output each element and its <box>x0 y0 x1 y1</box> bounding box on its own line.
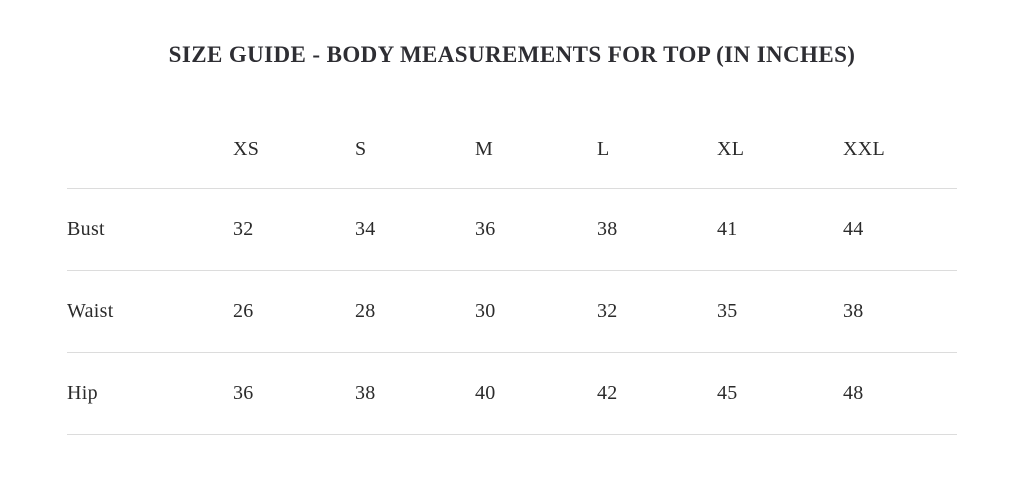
waist-xl-value: 35 <box>717 300 738 322</box>
bust-xl-value: 41 <box>717 218 738 240</box>
header-size-xl: XL <box>717 137 745 160</box>
hip-s-value: 38 <box>355 382 376 404</box>
table-row-hip: Hip 36 38 40 42 45 48 <box>67 353 957 435</box>
hip-xs-value: 36 <box>233 382 254 404</box>
hip-xxl-value: 48 <box>843 382 864 404</box>
header-size-xs: XS <box>233 137 260 160</box>
waist-s-value: 28 <box>355 300 376 322</box>
table-row-waist: Waist 26 28 30 32 35 38 <box>67 271 957 353</box>
waist-xs-value: 26 <box>233 300 254 322</box>
waist-m-value: 30 <box>475 300 496 322</box>
hip-m-value: 40 <box>475 382 496 404</box>
bust-s-value: 34 <box>355 218 376 240</box>
waist-xxl-value: 38 <box>843 300 864 322</box>
header-size-m: M <box>475 137 494 160</box>
header-size-s: S <box>355 137 367 160</box>
size-guide-table: XS S M L XL XXL Bust 32 34 36 38 41 44 W… <box>67 110 957 435</box>
row-label-waist: Waist <box>67 300 114 322</box>
row-label-bust: Bust <box>67 218 105 240</box>
row-label-hip: Hip <box>67 382 98 404</box>
header-size-l: L <box>597 137 610 160</box>
hip-l-value: 42 <box>597 382 618 404</box>
bust-xxl-value: 44 <box>843 218 864 240</box>
table-header-row: XS S M L XL XXL <box>67 110 957 189</box>
waist-l-value: 32 <box>597 300 618 322</box>
header-size-xxl: XXL <box>843 137 886 160</box>
hip-xl-value: 45 <box>717 382 738 404</box>
bust-l-value: 38 <box>597 218 618 240</box>
size-guide-title: SIZE GUIDE - BODY MEASUREMENTS FOR TOP (… <box>168 42 856 67</box>
bust-xs-value: 32 <box>233 218 254 240</box>
bust-m-value: 36 <box>475 218 496 240</box>
table-row-bust: Bust 32 34 36 38 41 44 <box>67 189 957 271</box>
